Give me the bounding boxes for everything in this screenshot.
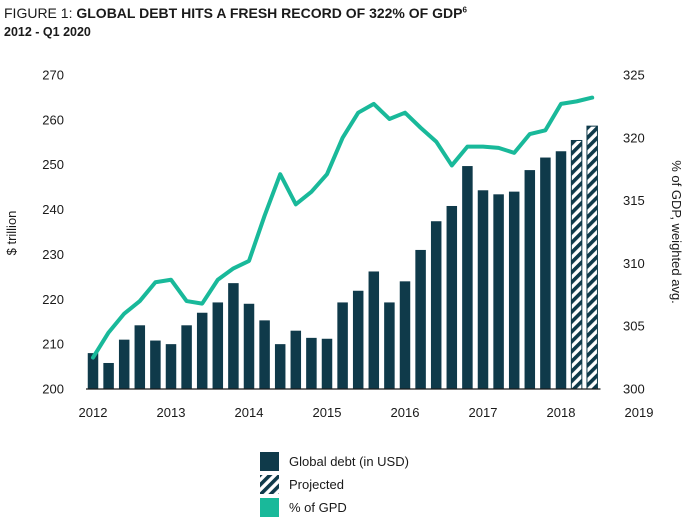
- debt-bar: [555, 151, 567, 389]
- title-main: GLOBAL DEBT HITS A FRESH RECORD OF 322% …: [76, 5, 463, 21]
- legend-label-projected: Projected: [289, 477, 344, 492]
- debt-bar: [243, 303, 255, 389]
- legend-swatch-gdp: [260, 498, 279, 517]
- right-tick-label: 310: [623, 256, 645, 271]
- debt-bar: [228, 283, 239, 389]
- left-tick-label: 230: [42, 247, 64, 262]
- left-tick-label: 250: [42, 157, 64, 172]
- left-tick-label: 210: [42, 337, 64, 352]
- right-tick-label: 320: [623, 130, 645, 145]
- x-tick-label: 2019: [625, 405, 654, 420]
- left-tick-label: 260: [42, 112, 64, 127]
- debt-bar: [134, 325, 146, 389]
- debt-bar: [212, 302, 224, 389]
- x-axis-ticks: 2012 2013 2014 2015 2016 2017 2018 2019: [79, 405, 654, 420]
- debt-bar: [352, 290, 364, 389]
- x-tick-label: 2013: [157, 405, 186, 420]
- debt-bar: [384, 302, 395, 389]
- title-prefix: FIGURE 1:: [4, 5, 77, 21]
- debt-bar: [306, 337, 317, 389]
- debt-bar: [103, 362, 114, 389]
- debt-bar: [462, 166, 473, 389]
- debt-bar: [321, 338, 333, 389]
- debt-bar: [337, 302, 348, 389]
- right-tick-label: 300: [623, 382, 645, 397]
- debt-bar: [87, 353, 99, 389]
- projected-debt-bar: [570, 139, 583, 390]
- left-tick-label: 240: [42, 202, 64, 217]
- x-tick-label: 2015: [313, 405, 342, 420]
- debt-bar: [508, 191, 520, 389]
- debt-bar: [368, 271, 380, 389]
- debt-bar: [477, 190, 489, 389]
- x-tick-label: 2014: [235, 405, 264, 420]
- left-axis-ticks: 200 210 220 230 240 250 260 270: [42, 68, 64, 397]
- chart-title: FIGURE 1: GLOBAL DEBT HITS A FRESH RECOR…: [4, 5, 467, 21]
- right-axis-ticks: 300 305 310 315 320 325: [623, 68, 645, 397]
- debt-bar: [150, 340, 161, 389]
- debt-bar: [181, 325, 192, 389]
- debt-bar: [274, 344, 286, 389]
- debt-bar: [524, 170, 536, 389]
- legend-label-debt: Global debt (in USD): [289, 454, 409, 469]
- right-tick-label: 325: [623, 68, 645, 83]
- debt-bar: [259, 320, 270, 389]
- gdp-line: [91, 95, 595, 360]
- debt-bars: [87, 125, 598, 390]
- left-tick-label: 200: [42, 382, 64, 397]
- chart-subtitle: 2012 - Q1 2020: [4, 25, 91, 39]
- x-tick-label: 2018: [547, 405, 576, 420]
- title-footnote-marker: 6: [462, 5, 467, 15]
- left-axis-label: $ trillion: [4, 211, 19, 256]
- debt-bar: [493, 194, 504, 389]
- right-tick-label: 315: [623, 193, 645, 208]
- right-axis-label: % of GDP, weighted avg.: [669, 160, 684, 304]
- projected-debt-bar: [586, 125, 598, 390]
- legend-swatch-projected: [260, 475, 279, 494]
- debt-bar: [196, 312, 208, 389]
- debt-bar: [165, 344, 177, 389]
- legend: Global debt (in USD) Projected % of GPD: [260, 452, 409, 517]
- x-tick-label: 2012: [79, 405, 108, 420]
- right-tick-label: 305: [623, 319, 645, 334]
- left-tick-label: 270: [42, 68, 64, 83]
- debt-bar: [290, 330, 302, 389]
- debt-bar: [446, 205, 458, 389]
- x-tick-label: 2017: [469, 405, 498, 420]
- debt-bar: [399, 281, 411, 389]
- debt-bar: [540, 157, 551, 389]
- debt-bar: [430, 221, 442, 389]
- legend-swatch-debt: [260, 452, 279, 471]
- debt-bar: [118, 339, 130, 389]
- debt-bar: [415, 249, 426, 389]
- x-tick-label: 2016: [391, 405, 420, 420]
- left-tick-label: 220: [42, 292, 64, 307]
- legend-label-gdp: % of GPD: [289, 500, 347, 515]
